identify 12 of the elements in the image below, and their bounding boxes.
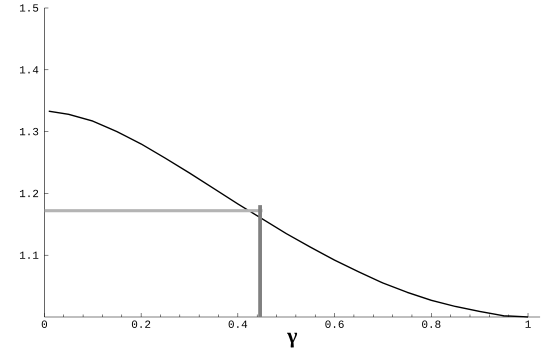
- x-tick-label: 0.2: [132, 320, 150, 328]
- x-tick-label: 0.8: [422, 320, 440, 328]
- x-tick-label: 1: [526, 320, 531, 328]
- y-tick-label: 1.3: [20, 128, 38, 136]
- y-tick-label: 1.1: [20, 252, 38, 259]
- y-tick-label: 1.4: [20, 66, 38, 74]
- x-axis-title: γ: [287, 332, 298, 348]
- y-tick-label: 1.5: [20, 4, 38, 12]
- y-tick-label: 1.2: [20, 190, 38, 198]
- x-tick-label: 0.6: [325, 320, 344, 328]
- x-tick-label: 0.4: [228, 320, 248, 328]
- x-tick-label: 0: [42, 320, 48, 328]
